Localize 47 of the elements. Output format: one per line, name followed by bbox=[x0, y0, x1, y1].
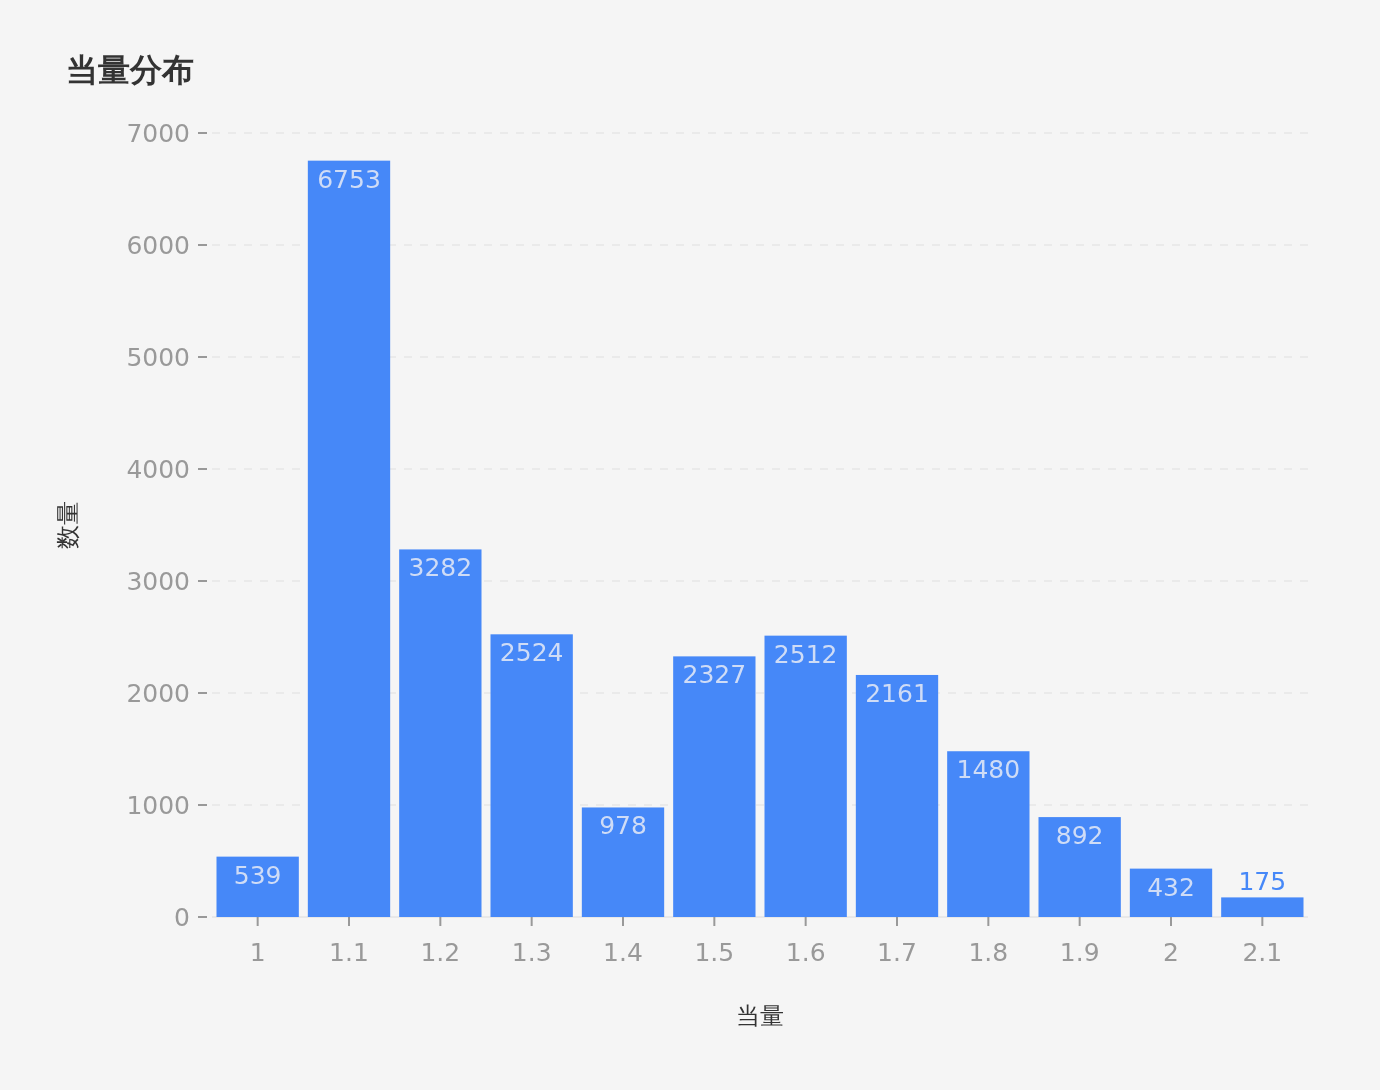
bar bbox=[490, 634, 573, 917]
bar bbox=[399, 549, 482, 917]
data-label: 978 bbox=[599, 811, 647, 841]
data-label: 2161 bbox=[865, 678, 929, 708]
data-label: 3282 bbox=[408, 553, 473, 583]
x-tick-label: 2 bbox=[1163, 938, 1179, 967]
data-label: 6753 bbox=[317, 164, 381, 194]
x-tick-label: 1.4 bbox=[603, 938, 643, 967]
x-axis-title: 当量 bbox=[736, 1002, 784, 1030]
chart-title: 当量分布 bbox=[66, 51, 194, 89]
x-tick-label: 1 bbox=[249, 938, 266, 967]
bar bbox=[855, 674, 939, 917]
x-tick-label: 1.2 bbox=[420, 938, 461, 967]
x-tick-label: 1.3 bbox=[511, 938, 552, 967]
data-label: 432 bbox=[1147, 872, 1195, 902]
y-tick-label: 7000 bbox=[126, 119, 190, 148]
x-tick-label: 1.5 bbox=[694, 938, 735, 967]
x-tick-label: 1.6 bbox=[785, 938, 826, 967]
bar bbox=[1038, 817, 1121, 917]
data-label: 539 bbox=[233, 860, 282, 890]
data-label: 892 bbox=[1055, 821, 1104, 851]
y-tick-label: 0 bbox=[174, 903, 190, 932]
y-tick-label: 2000 bbox=[126, 679, 190, 708]
x-tick-label: 1.7 bbox=[877, 938, 917, 967]
data-label: 2512 bbox=[773, 639, 838, 669]
y-tick-label: 3000 bbox=[126, 567, 190, 596]
data-label: 1480 bbox=[956, 755, 1021, 785]
x-tick-label: 1.8 bbox=[968, 938, 1009, 967]
x-tick-label: 1.1 bbox=[329, 938, 369, 967]
bar bbox=[673, 656, 756, 917]
bar bbox=[1129, 868, 1213, 917]
y-tick-label: 5000 bbox=[126, 343, 190, 372]
bar bbox=[307, 160, 391, 917]
bar bbox=[1221, 897, 1304, 917]
data-label: 2524 bbox=[499, 638, 564, 668]
x-tick-label: 2.1 bbox=[1242, 938, 1283, 967]
y-tick-label: 1000 bbox=[126, 791, 190, 820]
data-label: 2327 bbox=[682, 660, 747, 690]
bar bbox=[216, 856, 299, 917]
bar bbox=[947, 751, 1030, 917]
y-tick-label: 4000 bbox=[126, 455, 190, 484]
x-tick-label: 1.9 bbox=[1059, 938, 1100, 967]
bar bbox=[764, 635, 847, 917]
y-tick-label: 6000 bbox=[126, 231, 190, 260]
bar bbox=[581, 807, 665, 917]
data-label: 175 bbox=[1238, 867, 1287, 897]
y-axis-title: 数量 bbox=[54, 501, 82, 549]
